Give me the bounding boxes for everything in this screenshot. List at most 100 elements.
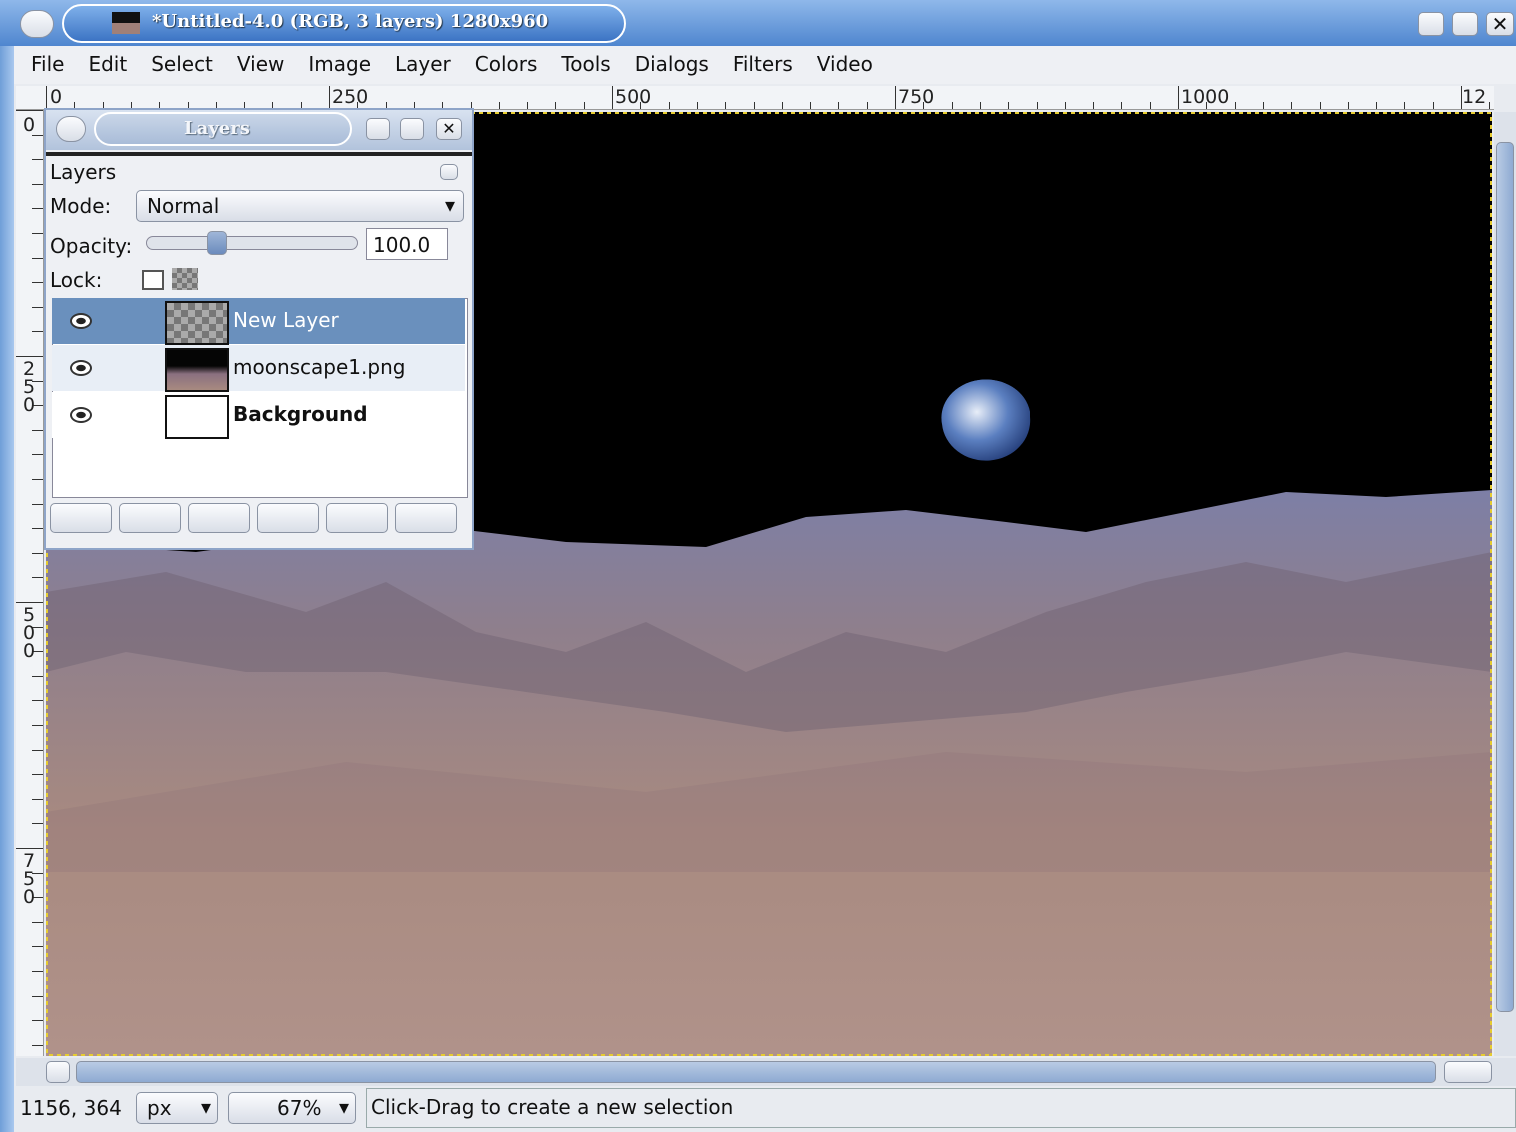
layer-row[interactable]: Background: [52, 392, 465, 439]
scroll-thumb[interactable]: [76, 1061, 1436, 1083]
ruler-tick: [32, 1020, 43, 1022]
ruler-tick: [1234, 102, 1236, 109]
ruler-tick: [1036, 102, 1038, 109]
menu-item[interactable]: Layer: [395, 52, 451, 76]
maximize[interactable]: [1452, 12, 1478, 36]
ruler-tick: [385, 102, 387, 109]
menu-item[interactable]: Image: [308, 52, 372, 76]
mode-label: Mode:: [50, 194, 112, 218]
ruler-tick: [130, 102, 132, 109]
ruler-tick: [32, 257, 43, 259]
layer-thumbnail: [165, 395, 229, 439]
layer-row[interactable]: New Layer: [52, 298, 465, 345]
ruler-label: 250: [332, 86, 369, 108]
dock-heading: Layers: [50, 160, 117, 184]
dialog-maximize[interactable]: [400, 118, 424, 140]
scroll-arrows[interactable]: [1444, 1061, 1492, 1083]
ruler-tick: [300, 102, 302, 109]
vertical-scrollbar[interactable]: [1494, 112, 1516, 1056]
ruler-tick: [329, 86, 330, 109]
ruler-tick: [32, 282, 43, 284]
window-title: *Untitled-4.0 (RGB, 3 layers) 1280x960: [152, 11, 549, 32]
ruler-tick: [413, 102, 415, 109]
menu-item[interactable]: Filters: [732, 52, 793, 76]
ruler-label: 500: [18, 604, 40, 658]
ruler-tick: [1149, 102, 1151, 109]
layer-name: moonscape1.png: [233, 355, 406, 379]
layer-thumbnail: [165, 301, 229, 345]
zoom: 67%: [277, 1096, 322, 1120]
ruler-tick: [527, 102, 529, 109]
menu-item[interactable]: Select: [151, 52, 213, 76]
ridges-lower: [46, 752, 1492, 872]
ruler-tick: [1206, 102, 1208, 109]
menu-item[interactable]: Colors: [474, 52, 538, 76]
scroll-left[interactable]: [46, 1061, 70, 1083]
lock-label: Lock:: [50, 268, 103, 292]
dialog-button[interactable]: [257, 503, 319, 533]
visibility-eye[interactable]: [70, 313, 92, 329]
ruler-tick: [781, 102, 783, 109]
opacity-spin[interactable]: 100.0: [366, 228, 448, 260]
ruler-tick: [32, 503, 43, 505]
lock-checkbox[interactable]: [142, 270, 164, 290]
layer-boundary: [46, 112, 1492, 1056]
opacity-slider[interactable]: [146, 231, 358, 255]
ruler-tick: [16, 602, 43, 603]
ruler-tick: [32, 306, 43, 308]
unit-combo[interactable]: px ▾: [136, 1092, 218, 1124]
layer-name: New Layer: [233, 308, 339, 332]
horizontal-scrollbar[interactable]: [16, 1058, 1516, 1086]
menu-item[interactable]: Dialogs: [634, 52, 709, 76]
ruler-tick: [583, 102, 585, 109]
mode-combo[interactable]: Normal ▾: [136, 190, 464, 222]
ridges: [46, 552, 1492, 732]
visibility-eye[interactable]: [70, 407, 92, 423]
dialog-minimize[interactable]: [366, 118, 390, 140]
ruler-tick: [810, 102, 812, 109]
dialog-menu[interactable]: [56, 116, 86, 142]
vertical-ruler: 0 250 500 750: [16, 110, 44, 1056]
ruler-tick: [32, 995, 43, 997]
menu-item[interactable]: Video: [816, 52, 873, 76]
menu-item[interactable]: View: [236, 52, 285, 76]
dialog-button[interactable]: [119, 503, 181, 533]
layer-thumbnail: [165, 348, 229, 392]
ruler-tick: [32, 921, 43, 923]
menu-item[interactable]: File: [31, 52, 65, 76]
ruler-tick: [838, 102, 840, 109]
ruler-tick: [32, 774, 43, 776]
ruler-tick: [725, 102, 727, 109]
scroll-thumb[interactable]: [1496, 142, 1514, 1012]
ruler-tick: [442, 102, 444, 109]
ruler-tick: [1008, 102, 1010, 109]
ruler-tick: [102, 102, 104, 109]
ruler-tick: [1432, 102, 1434, 109]
dialog-button[interactable]: [50, 503, 112, 533]
close[interactable]: ✕: [1486, 12, 1514, 36]
zoom-combo[interactable]: 67% ▾: [228, 1092, 356, 1124]
ruler-tick: [32, 577, 43, 579]
layer-name: Background: [233, 402, 368, 426]
dialog-title-bar: Layers ✕: [46, 110, 472, 150]
ruler-tick: [32, 233, 43, 234]
minimize[interactable]: [1418, 12, 1444, 36]
slider-handle[interactable]: [207, 231, 227, 255]
ruler-tick: [668, 102, 670, 109]
ruler-tick: [244, 102, 246, 109]
menu-item[interactable]: Edit: [88, 52, 128, 76]
dialog-button[interactable]: [188, 503, 250, 533]
visibility-eye[interactable]: [70, 360, 92, 376]
ruler-label: 0: [18, 114, 40, 132]
layer-row[interactable]: moonscape1.png: [52, 345, 465, 392]
ruler-tick: [32, 208, 43, 210]
ruler-tick: [32, 749, 43, 751]
window-menu-button[interactable]: [20, 10, 54, 38]
ruler-tick: [32, 331, 43, 333]
dialog-close[interactable]: ✕: [436, 118, 462, 140]
tab-menu[interactable]: [440, 164, 458, 180]
menu-bar: File Edit Select View Image Layer Colors Tools D…: [14, 46, 1516, 84]
dialog-button[interactable]: [395, 503, 457, 533]
menu-item[interactable]: Tools: [561, 52, 611, 76]
dialog-button[interactable]: [326, 503, 388, 533]
